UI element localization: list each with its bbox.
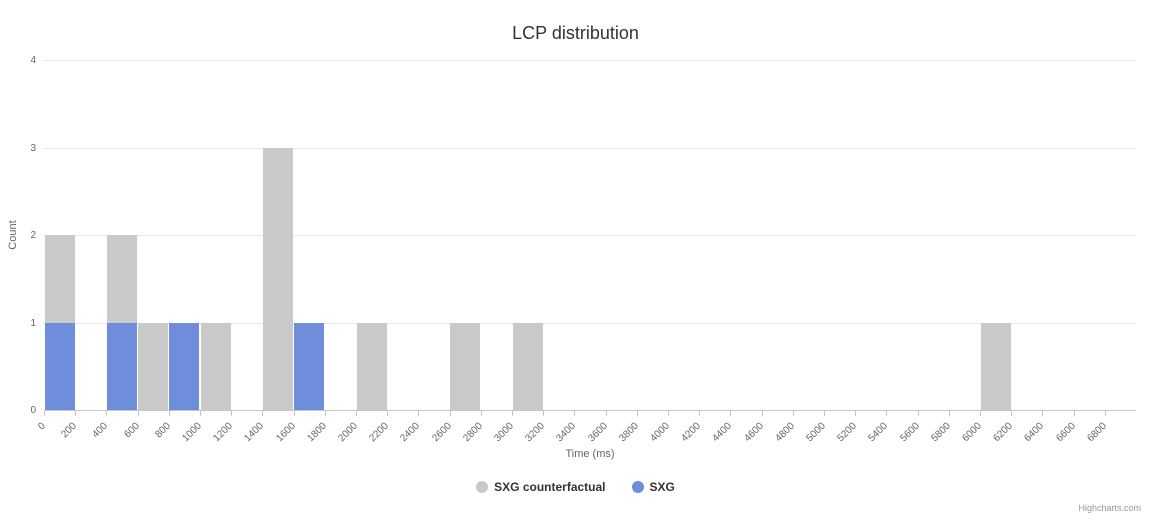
legend-label: SXG: [649, 480, 675, 494]
legend-marker-icon: [631, 481, 644, 493]
x-axis-tick: [636, 411, 638, 416]
y-tick-label: 2: [30, 230, 36, 241]
x-axis-tick: [168, 411, 170, 416]
chart-title: LCP distribution: [512, 23, 639, 43]
y-gridline: [44, 60, 1136, 61]
x-axis-tick: [418, 411, 420, 416]
x-axis-tick: [387, 411, 389, 416]
bar-sxg-counterfactual: [512, 322, 543, 410]
y-tick-label: 3: [30, 142, 36, 154]
y-tick-label: 4: [30, 55, 36, 66]
x-axis-tick: [824, 411, 825, 416]
x-axis-tick: [792, 411, 794, 416]
x-axis-tick: [948, 411, 950, 416]
legend-item-sxg[interactable]: SXG: [631, 480, 675, 494]
x-axis-line: [44, 410, 1136, 411]
x-axis-tick: [324, 411, 326, 416]
y-axis-title: Count: [7, 220, 19, 250]
legend: SXG counterfactual SXG: [0, 480, 1151, 494]
y-tick-label: 1: [30, 317, 36, 329]
x-axis-tick: [75, 411, 77, 416]
bar-sxg: [106, 322, 138, 410]
x-axis-tick: [574, 411, 576, 416]
bar-sxg-counterfactual: [262, 147, 294, 410]
x-axis-tick: [761, 411, 763, 416]
bar-sxg-counterfactual: [980, 322, 1011, 410]
x-axis-tick: [137, 411, 139, 416]
bar-sxg: [44, 322, 75, 410]
bar-sxg: [294, 322, 325, 410]
x-axis-tick: [449, 411, 451, 416]
x-axis-tick: [44, 411, 45, 416]
x-axis-tick: [106, 411, 108, 416]
x-axis-tick: [356, 411, 357, 416]
x-axis-tick: [480, 411, 482, 416]
x-axis-tick: [293, 411, 295, 416]
x-axis-tick: [200, 411, 201, 416]
x-axis-tick: [917, 411, 919, 416]
y-tick-label: 0: [30, 405, 36, 416]
x-axis-tick: [543, 411, 545, 416]
x-axis-tick: [262, 411, 264, 416]
legend-label: SXG counterfactual: [494, 480, 606, 494]
x-axis-tick: [512, 411, 513, 416]
bar-sxg-counterfactual: [138, 322, 169, 410]
x-axis-tick: [605, 411, 607, 416]
x-axis-tick: [1104, 411, 1106, 416]
legend-marker-icon: [476, 481, 489, 493]
y-gridline: [44, 147, 1136, 149]
x-axis-title: Time (ms): [565, 448, 615, 460]
bar-sxg-counterfactual: [356, 322, 387, 410]
x-axis-tick: [855, 411, 857, 416]
bar-sxg: [169, 322, 200, 410]
x-axis-tick: [1073, 411, 1075, 416]
x-axis-tick: [980, 411, 981, 416]
highcharts-credits-link[interactable]: Highcharts.com: [1078, 503, 1141, 513]
bar-sxg-counterfactual: [450, 322, 481, 410]
x-axis-tick: [231, 411, 233, 416]
x-axis-tick: [699, 411, 701, 416]
legend-item-sxg-counterfactual[interactable]: SXG counterfactual: [476, 480, 606, 494]
x-axis-tick: [730, 411, 732, 416]
x-axis-tick: [668, 411, 669, 416]
y-gridline: [44, 322, 1136, 324]
bar-sxg-counterfactual: [200, 322, 231, 410]
x-axis-tick: [1011, 411, 1013, 416]
x-axis-tick: [1042, 411, 1044, 416]
x-axis-tick: [886, 411, 888, 416]
y-gridline: [44, 235, 1136, 236]
